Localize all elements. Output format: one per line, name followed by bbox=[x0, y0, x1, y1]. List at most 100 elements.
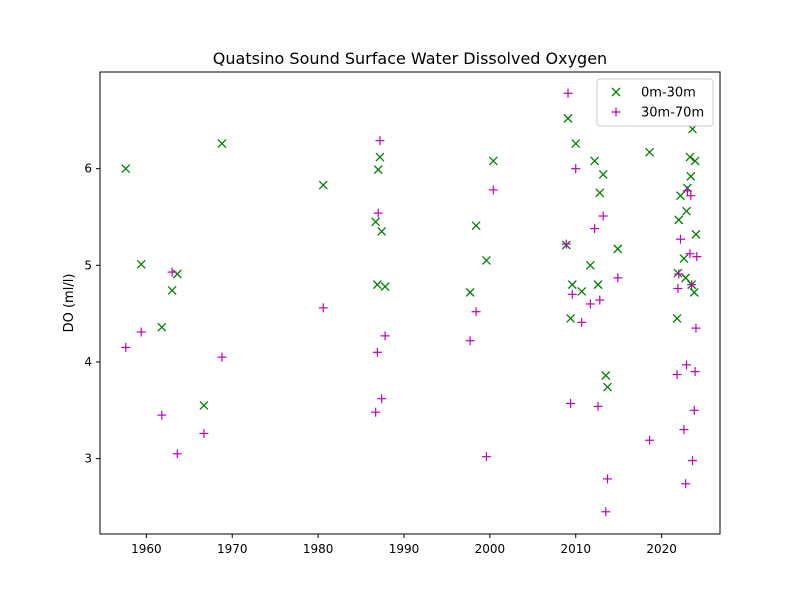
data-point bbox=[375, 152, 385, 162]
data-point bbox=[172, 449, 182, 459]
data-point bbox=[561, 239, 571, 249]
data-point bbox=[689, 405, 699, 415]
data-point bbox=[372, 347, 382, 357]
x-tick-label: 1960 bbox=[131, 542, 162, 556]
data-point bbox=[167, 267, 177, 277]
data-point bbox=[690, 367, 700, 377]
data-point bbox=[674, 269, 684, 279]
data-point bbox=[217, 139, 227, 148]
plot-frame bbox=[99, 71, 721, 535]
data-point bbox=[593, 401, 603, 411]
data-point bbox=[571, 164, 581, 174]
data-point bbox=[645, 147, 655, 157]
data-point bbox=[674, 215, 684, 225]
data-point bbox=[488, 185, 498, 195]
data-point bbox=[673, 268, 683, 278]
data-point bbox=[672, 370, 682, 380]
data-point bbox=[567, 280, 577, 290]
legend-entry: 30m-70m bbox=[611, 106, 704, 121]
data-point bbox=[481, 452, 491, 462]
data-point bbox=[673, 284, 683, 294]
data-point bbox=[601, 371, 611, 380]
data-point bbox=[199, 428, 209, 438]
data-point bbox=[172, 269, 182, 279]
data-point bbox=[679, 425, 689, 435]
data-point bbox=[685, 152, 695, 162]
data-point bbox=[590, 224, 600, 234]
data-point bbox=[590, 156, 600, 166]
data-point bbox=[318, 303, 328, 313]
data-point bbox=[563, 113, 573, 123]
data-point bbox=[566, 314, 576, 323]
data-point bbox=[217, 352, 227, 362]
data-point bbox=[613, 244, 623, 254]
legend-marker bbox=[611, 87, 621, 97]
data-point bbox=[136, 259, 146, 269]
plot-area bbox=[121, 88, 702, 517]
x-tick-label: 1970 bbox=[217, 542, 248, 556]
data-point bbox=[471, 221, 481, 231]
data-point bbox=[372, 280, 382, 290]
data-point bbox=[593, 280, 603, 290]
x-tick-label: 1980 bbox=[303, 542, 334, 556]
data-point bbox=[681, 479, 691, 489]
data-point bbox=[692, 252, 702, 262]
data-point bbox=[157, 410, 167, 420]
data-point bbox=[598, 211, 608, 221]
chart-title: Quatsino Sound Surface Water Dissolved O… bbox=[213, 49, 607, 68]
data-point bbox=[686, 191, 696, 201]
y-tick-label: 4 bbox=[84, 355, 92, 369]
data-point bbox=[672, 314, 682, 323]
data-point bbox=[603, 474, 613, 484]
data-point bbox=[688, 456, 698, 466]
y-axis-title: DO (ml/l) bbox=[62, 274, 77, 333]
data-point bbox=[121, 342, 131, 352]
y-tick-label: 3 bbox=[84, 452, 92, 466]
legend: 0m-30m 30m-70m bbox=[596, 78, 714, 127]
data-point bbox=[686, 171, 696, 181]
data-point bbox=[121, 164, 131, 174]
data-point bbox=[377, 227, 387, 236]
data-point bbox=[566, 399, 576, 409]
data-point bbox=[691, 229, 701, 239]
data-point bbox=[598, 169, 608, 179]
y-tick-label: 6 bbox=[84, 162, 92, 176]
series-30m-70m bbox=[121, 88, 702, 517]
data-point bbox=[603, 382, 612, 392]
data-point bbox=[371, 217, 381, 227]
data-point bbox=[136, 327, 146, 337]
x-tick-label: 2010 bbox=[560, 542, 591, 556]
data-point bbox=[380, 282, 390, 292]
data-point bbox=[691, 323, 701, 333]
data-point bbox=[689, 287, 699, 297]
data-point bbox=[682, 360, 692, 370]
data-point bbox=[682, 186, 692, 196]
data-point bbox=[679, 254, 689, 263]
y-tick-label: 5 bbox=[84, 258, 92, 272]
data-point bbox=[577, 317, 587, 327]
legend-box bbox=[596, 78, 714, 127]
data-point bbox=[595, 295, 605, 305]
data-point bbox=[377, 394, 387, 404]
data-point bbox=[380, 331, 390, 341]
data-point bbox=[571, 139, 581, 148]
data-point bbox=[488, 156, 498, 166]
data-point bbox=[690, 156, 700, 166]
data-point bbox=[682, 206, 691, 216]
data-point bbox=[645, 435, 655, 445]
legend-entry: 0m-30m bbox=[611, 86, 696, 101]
data-point bbox=[318, 180, 328, 190]
x-tick-label: 2000 bbox=[475, 542, 506, 556]
data-point bbox=[167, 285, 177, 295]
legend-label: 30m-70m bbox=[641, 106, 704, 121]
x-tick-label: 2020 bbox=[646, 542, 677, 556]
legend-label: 0m-30m bbox=[641, 86, 696, 101]
data-point bbox=[157, 322, 167, 332]
data-point bbox=[577, 286, 587, 296]
data-point bbox=[585, 299, 595, 309]
data-point bbox=[676, 191, 685, 201]
legend-marker bbox=[611, 107, 621, 117]
data-point bbox=[471, 307, 481, 317]
data-point bbox=[675, 234, 685, 244]
